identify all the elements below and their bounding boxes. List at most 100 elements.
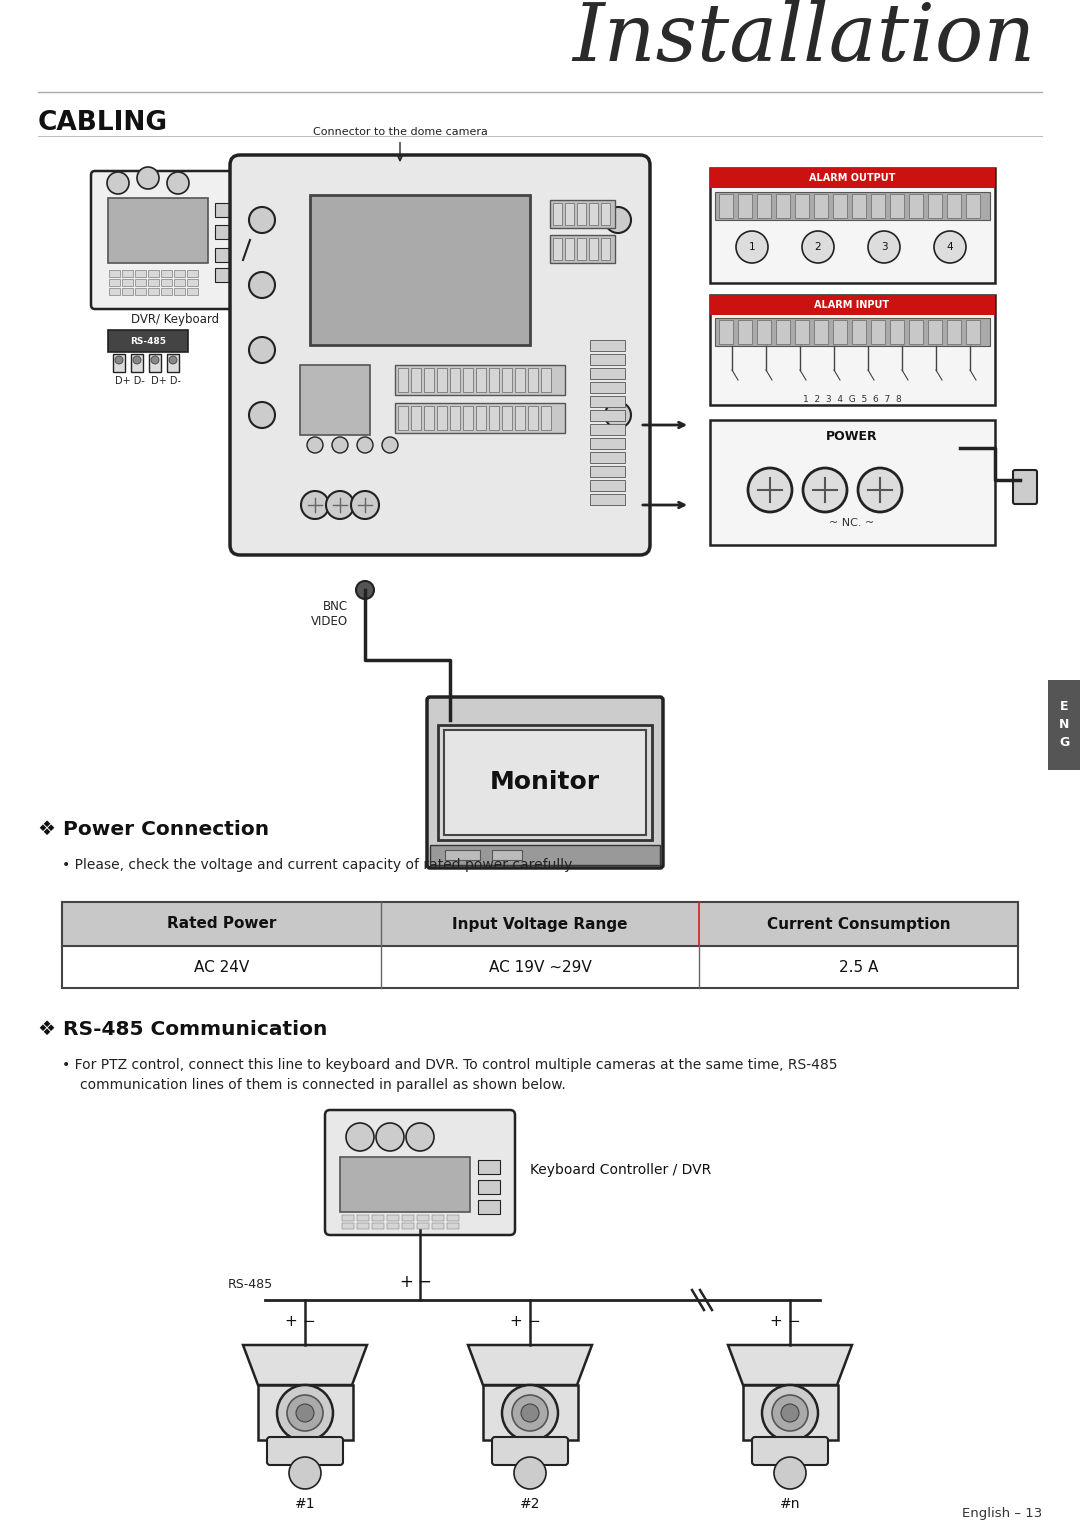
Bar	[928, 193, 942, 218]
Text: 1  2  3  4  G  5  6  7  8: 1 2 3 4 G 5 6 7 8	[802, 394, 902, 403]
Polygon shape	[243, 1345, 367, 1385]
Circle shape	[107, 172, 129, 193]
Bar	[590, 368, 625, 379]
Text: +: +	[770, 1315, 782, 1330]
Bar	[795, 321, 809, 344]
Bar	[710, 169, 995, 189]
Bar	[411, 368, 421, 393]
Circle shape	[514, 1457, 546, 1490]
Bar	[135, 279, 146, 285]
Bar	[966, 321, 980, 344]
Bar	[463, 407, 473, 430]
FancyBboxPatch shape	[492, 1437, 568, 1465]
Bar	[870, 193, 885, 218]
Polygon shape	[468, 1345, 592, 1385]
Circle shape	[249, 272, 275, 298]
FancyBboxPatch shape	[91, 170, 259, 308]
Bar	[109, 279, 120, 285]
Bar	[478, 1160, 500, 1174]
Bar	[719, 321, 733, 344]
Bar	[387, 1215, 399, 1221]
Bar	[515, 407, 525, 430]
Bar	[187, 288, 198, 295]
Text: D+ D-  D+ D-: D+ D- D+ D-	[114, 376, 181, 387]
Circle shape	[802, 232, 834, 262]
Bar	[590, 494, 625, 505]
Bar	[909, 193, 923, 218]
Bar	[890, 321, 904, 344]
Bar	[187, 279, 198, 285]
Bar	[357, 1215, 369, 1221]
Bar	[577, 202, 586, 225]
Bar	[870, 321, 885, 344]
Circle shape	[276, 1385, 333, 1440]
Bar	[795, 193, 809, 218]
Text: ❖ Power Connection: ❖ Power Connection	[38, 821, 269, 839]
Bar	[450, 368, 460, 393]
Text: 3: 3	[880, 242, 888, 252]
Circle shape	[521, 1404, 539, 1422]
Bar	[966, 193, 980, 218]
Text: English – 13: English – 13	[962, 1506, 1042, 1520]
Circle shape	[249, 207, 275, 233]
Bar	[852, 193, 866, 218]
Text: ALARM INPUT: ALARM INPUT	[814, 301, 890, 310]
Bar	[148, 270, 159, 278]
Bar	[757, 321, 771, 344]
Bar	[174, 270, 185, 278]
Bar	[909, 321, 923, 344]
Bar	[550, 235, 615, 262]
Bar	[445, 850, 480, 861]
Bar	[402, 1223, 414, 1229]
Text: −: −	[787, 1315, 800, 1330]
Circle shape	[301, 491, 329, 518]
Circle shape	[168, 356, 177, 364]
Bar	[489, 368, 499, 393]
Bar	[590, 341, 625, 351]
Text: Monitor: Monitor	[490, 770, 600, 795]
Bar	[947, 193, 961, 218]
Bar	[541, 368, 551, 393]
Bar	[149, 354, 161, 373]
Bar	[553, 202, 562, 225]
Polygon shape	[728, 1345, 852, 1385]
Text: CABLING: CABLING	[38, 110, 168, 137]
Bar	[852, 321, 866, 344]
Bar	[553, 238, 562, 259]
Circle shape	[804, 468, 847, 512]
Circle shape	[133, 356, 141, 364]
Circle shape	[512, 1394, 548, 1431]
Circle shape	[137, 167, 159, 189]
Bar	[590, 410, 625, 420]
Circle shape	[326, 491, 354, 518]
Bar	[424, 407, 434, 430]
Bar	[444, 730, 646, 834]
Bar	[438, 726, 652, 841]
Bar	[215, 268, 235, 282]
FancyBboxPatch shape	[325, 1111, 515, 1235]
Bar	[215, 225, 235, 239]
Text: 2.5 A: 2.5 A	[839, 959, 878, 974]
Bar	[424, 368, 434, 393]
Text: Rated Power: Rated Power	[166, 916, 276, 931]
FancyBboxPatch shape	[752, 1437, 828, 1465]
Bar	[258, 1385, 353, 1440]
Bar	[947, 321, 961, 344]
Circle shape	[307, 437, 323, 453]
Bar	[1048, 680, 1080, 770]
Bar	[432, 1223, 444, 1229]
Circle shape	[287, 1394, 323, 1431]
Text: +: +	[285, 1315, 297, 1330]
Bar	[502, 368, 512, 393]
Text: ❖ RS-485 Communication: ❖ RS-485 Communication	[38, 1020, 327, 1039]
Bar	[590, 453, 625, 463]
Bar	[719, 193, 733, 218]
Bar	[541, 407, 551, 430]
Bar	[710, 420, 995, 545]
Text: +: +	[510, 1315, 523, 1330]
Bar	[357, 1223, 369, 1229]
Bar	[600, 202, 610, 225]
Bar	[113, 354, 125, 373]
Circle shape	[772, 1394, 808, 1431]
Text: 2: 2	[814, 242, 821, 252]
